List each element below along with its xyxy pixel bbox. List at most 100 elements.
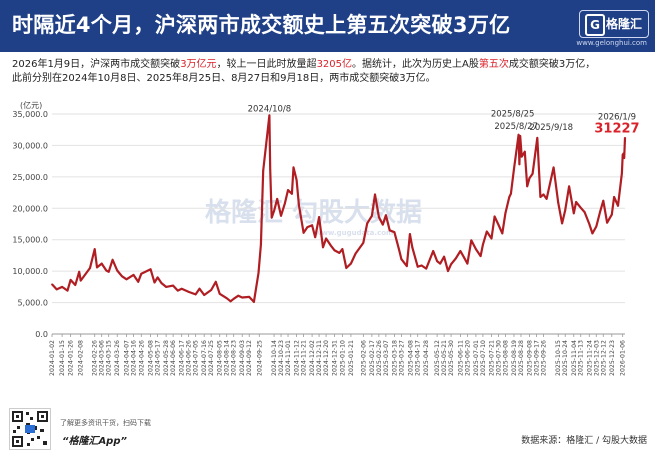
data-point bbox=[622, 152, 625, 155]
data-point bbox=[107, 270, 110, 273]
data-point bbox=[318, 216, 320, 218]
data-point bbox=[583, 211, 586, 213]
data-point bbox=[519, 135, 522, 137]
data-point bbox=[485, 230, 488, 233]
logo-text: 格隆汇 bbox=[606, 17, 643, 31]
x-tick-label: 2024-10-14 bbox=[271, 340, 278, 376]
data-point bbox=[599, 210, 602, 213]
x-tick-label: 2024-11-21 bbox=[301, 340, 308, 376]
annotation-label: 2025/8/25 bbox=[491, 110, 535, 120]
x-tick-label: 2025-03-07 bbox=[383, 340, 390, 376]
data-point bbox=[606, 221, 609, 224]
page-title: 时隔近4个月，沪深两市成交额史上第五次突破3万亿 bbox=[12, 13, 511, 37]
data-point bbox=[79, 279, 82, 282]
data-point bbox=[447, 270, 449, 273]
data-point bbox=[518, 163, 521, 166]
y-tick-label: 15,000.0 bbox=[12, 236, 48, 245]
x-tick-label: 2024-12-02 bbox=[309, 340, 316, 376]
data-point bbox=[425, 267, 428, 270]
data-point bbox=[513, 167, 515, 170]
subtitle-highlight-fifth: 第五次 bbox=[478, 59, 509, 70]
subtitle: 2026年1月9日，沪深两市成交额突破3万亿元，较上一日此时放量超3205亿。据… bbox=[12, 58, 642, 86]
data-point bbox=[198, 287, 201, 290]
data-point bbox=[229, 300, 232, 303]
data-point bbox=[125, 278, 128, 281]
data-point bbox=[241, 296, 244, 299]
data-point bbox=[575, 201, 577, 203]
annotation-label: 2025/8/27 bbox=[494, 122, 538, 132]
data-point bbox=[454, 257, 457, 260]
data-point bbox=[132, 274, 135, 276]
data-point bbox=[400, 258, 403, 261]
data-point bbox=[292, 166, 295, 169]
turnover-line-chart: 0.0 5,000.0 10,000.0 15,000.0 20,000.0 25,000… bbox=[12, 104, 639, 376]
data-point bbox=[610, 213, 613, 216]
data-point bbox=[552, 166, 555, 169]
y-tick-label: 0.0 bbox=[35, 330, 48, 339]
data-point bbox=[443, 255, 445, 258]
footer-app-name: “格隆汇App” bbox=[62, 436, 127, 447]
y-tick-label: 35,000.0 bbox=[12, 110, 48, 119]
x-tick-label: 2025-09-26 bbox=[540, 340, 547, 376]
data-point bbox=[475, 248, 477, 251]
data-point bbox=[531, 172, 534, 175]
data-point bbox=[194, 293, 197, 296]
x-tick-label: 2025-04-28 bbox=[423, 340, 430, 376]
data-point bbox=[398, 248, 400, 251]
x-tick-label: 2025-05-30 bbox=[448, 340, 455, 376]
data-point bbox=[149, 268, 152, 271]
watermark: 格隆汇 勾股大数据 www.gugudata.com bbox=[205, 192, 422, 237]
x-tick-label: 2024-07-16 bbox=[201, 340, 208, 376]
x-tick-label: 2024-12-31 bbox=[332, 340, 339, 376]
data-point bbox=[280, 214, 282, 217]
data-point bbox=[479, 255, 482, 257]
x-tick-label: 2025-07-10 bbox=[480, 340, 487, 376]
subtitle-part3: 。据统计，此次为历史上A股 bbox=[352, 59, 479, 70]
data-point bbox=[96, 266, 98, 269]
data-point bbox=[156, 276, 159, 279]
x-tick-label: 2024-06-26 bbox=[186, 340, 193, 376]
x-tick-label: 2024-04-16 bbox=[131, 340, 138, 376]
data-point bbox=[528, 177, 531, 180]
data-point bbox=[214, 280, 217, 283]
x-tick-label: 2024-08-14 bbox=[224, 340, 231, 376]
data-point bbox=[564, 209, 567, 212]
data-point bbox=[237, 294, 240, 297]
data-point bbox=[370, 214, 373, 217]
y-tick-label: 5,000.0 bbox=[17, 299, 48, 308]
data-point bbox=[160, 282, 163, 284]
data-point bbox=[89, 267, 91, 269]
data-point bbox=[140, 272, 143, 275]
data-point bbox=[325, 237, 327, 240]
data-point bbox=[523, 150, 526, 153]
data-point bbox=[354, 252, 357, 255]
data-point bbox=[388, 229, 391, 232]
data-point bbox=[482, 243, 484, 246]
x-tick-label: 2024-04-26 bbox=[138, 340, 145, 376]
x-tick-label: 2025-11-13 bbox=[578, 340, 585, 376]
data-point bbox=[572, 212, 575, 215]
data-point bbox=[362, 241, 365, 244]
data-point bbox=[345, 267, 348, 269]
x-tick-label: 2024-07-05 bbox=[193, 340, 200, 376]
data-point bbox=[509, 192, 512, 195]
x-tick-label: 2025-01-21 bbox=[348, 340, 355, 376]
annotation-label: 2026/1/9 bbox=[598, 113, 636, 123]
data-point bbox=[51, 283, 53, 286]
x-tick-label: 2024-08-23 bbox=[231, 340, 238, 376]
data-point bbox=[74, 284, 77, 286]
x-tick-label: 2024-05-17 bbox=[155, 340, 162, 376]
data-point bbox=[463, 257, 466, 259]
data-point bbox=[539, 196, 542, 198]
x-tick-label: 2025-08-19 bbox=[511, 340, 518, 376]
x-tick-label: 2025-09-17 bbox=[533, 340, 540, 376]
x-tick-label: 2024-03-15 bbox=[106, 340, 113, 376]
data-point bbox=[439, 262, 442, 265]
logo-url: www.gelonghui.com bbox=[576, 39, 647, 47]
data-point bbox=[591, 232, 594, 235]
x-tick-label: 2025-11-04 bbox=[571, 340, 578, 376]
data-point bbox=[617, 204, 619, 207]
data-point bbox=[69, 279, 72, 281]
x-tick-label: 2026-01-06 bbox=[620, 340, 627, 376]
data-point bbox=[338, 252, 341, 254]
